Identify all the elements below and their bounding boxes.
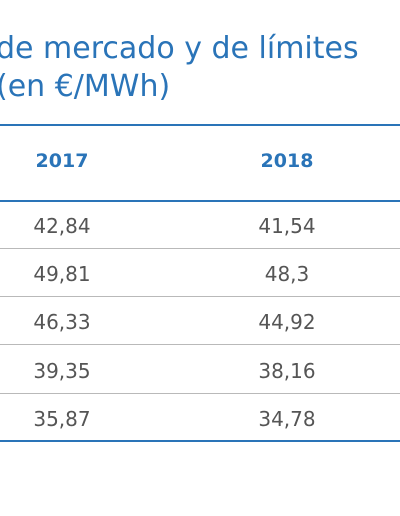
- table-cell-r2-2017: 49,81: [33, 262, 91, 286]
- table-bottom-rule: [0, 440, 400, 442]
- table-cell-r1-2018: 41,54: [258, 214, 316, 238]
- row-divider: [0, 344, 400, 345]
- row-divider: [0, 393, 400, 394]
- title-line-2: (en €/MWh): [0, 69, 171, 104]
- table-cell-r5-2018: 34,78: [258, 407, 316, 431]
- row-divider: [0, 296, 400, 297]
- header-bottom-rule: [0, 200, 400, 202]
- title-line-1: de mercado y de límites: [0, 31, 359, 66]
- table-cell-r4-2018: 38,16: [258, 359, 316, 383]
- row-divider: [0, 248, 400, 249]
- table-cell-r5-2017: 35,87: [33, 407, 91, 431]
- table-top-rule: [0, 124, 400, 126]
- column-header-2018: 2018: [260, 150, 314, 172]
- table-cell-r3-2018: 44,92: [258, 310, 316, 334]
- table-cell-r4-2017: 39,35: [33, 359, 91, 383]
- column-header-2017: 2017: [35, 150, 89, 172]
- table-cell-r2-2018: 48,3: [264, 262, 310, 286]
- table-title: de mercado y de límites (en €/MWh): [0, 30, 359, 106]
- table-cell-r3-2017: 46,33: [33, 310, 91, 334]
- table-cell-r1-2017: 42,84: [33, 214, 91, 238]
